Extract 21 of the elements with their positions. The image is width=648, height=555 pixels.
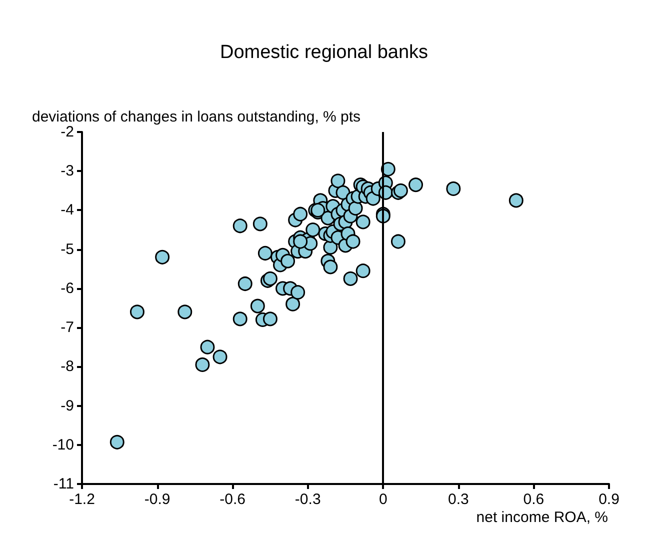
y-tick-label: -6 <box>60 280 74 297</box>
x-tick-label: 0.9 <box>598 491 620 508</box>
chart-title: Domestic regional banks <box>220 42 428 63</box>
x-tick-label: 0.6 <box>523 491 544 508</box>
y-tick-label: -2 <box>60 124 74 140</box>
y-tick-label: -4 <box>60 202 74 219</box>
y-tick-label: -10 <box>52 436 74 454</box>
x-tick-label: -0.6 <box>220 491 246 508</box>
y-tick-label: -8 <box>60 358 74 376</box>
y-axis-title: deviations of changes in loans outstanding, % pts <box>32 108 361 126</box>
y-tick-label: -5 <box>60 240 74 258</box>
y-tick-label: -3 <box>60 162 74 180</box>
x-tick-label: 0.3 <box>448 491 469 508</box>
x-tick-label: -0.3 <box>294 491 321 508</box>
y-tick-label: -9 <box>60 397 74 414</box>
y-tick-label: -7 <box>60 319 74 336</box>
x-axis-title: net income ROA, % <box>476 509 608 526</box>
x-tick-label: 0 <box>378 491 388 508</box>
x-tick-label: -0.9 <box>144 491 170 508</box>
y-tick-label: -11 <box>53 476 74 492</box>
x-tick-label: -1.2 <box>69 491 95 508</box>
